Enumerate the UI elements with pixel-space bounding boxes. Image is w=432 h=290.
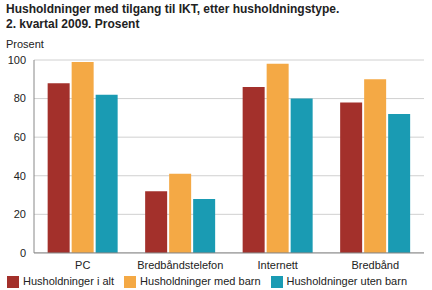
html-text:Husholdninger med tilgang til: Husholdninger med tilgang til IKT, etter…: [6, 2, 340, 16]
html-text:Husholdninger uten barn: Husholdninger uten barn: [286, 274, 407, 287]
html-text:Prosent: Prosent: [6, 38, 44, 50]
svg-text:60: 60: [14, 131, 26, 143]
svg-text:Internett: Internett: [258, 259, 298, 271]
html-text:Husholdninger med barn: Husholdninger med barn: [140, 274, 261, 287]
svg-text:20: 20: [14, 208, 26, 220]
svg-text:40: 40: [14, 170, 26, 182]
svg-text:100: 100: [8, 54, 26, 66]
svg-text:0: 0: [20, 247, 26, 259]
svg-text:80: 80: [14, 92, 26, 104]
svg-text:Bredbåndstelefon: Bredbåndstelefon: [137, 259, 223, 271]
html-text:2. kvartal 2009. Prosent: 2. kvartal 2009. Prosent: [6, 17, 140, 31]
svg-text:PC: PC: [75, 259, 90, 271]
svg-text:Bredbånd: Bredbånd: [351, 259, 399, 271]
html-text:Husholdninger i alt: Husholdninger i alt: [23, 274, 115, 287]
